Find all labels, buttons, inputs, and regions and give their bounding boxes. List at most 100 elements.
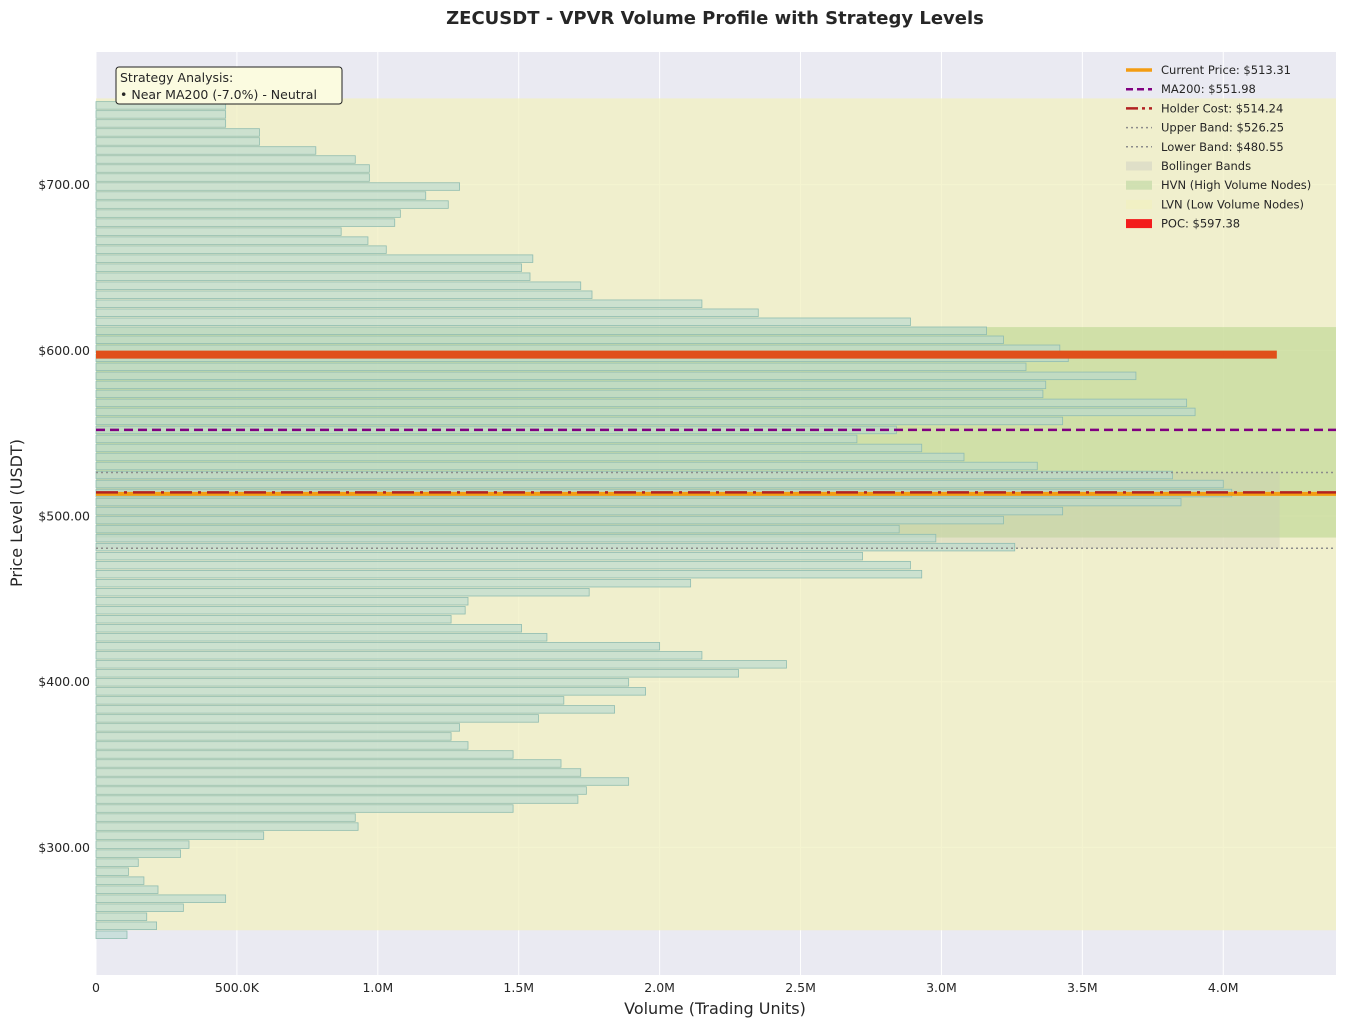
- x-tick-label: 4.0M: [1208, 980, 1239, 995]
- legend-label: POC: $597.38: [1161, 217, 1240, 231]
- volume-bar: [95, 813, 356, 822]
- volume-bar: [95, 867, 129, 876]
- legend-item-current-price: Current Price: $513.31: [1126, 63, 1291, 77]
- volume-bar: [95, 128, 260, 137]
- volume-bar: [95, 795, 579, 804]
- strategy-lines: [96, 350, 1336, 549]
- legend: Current Price: $513.31 MA200: $551.98 Hold…: [1126, 63, 1311, 231]
- legend-swatch: [1126, 219, 1152, 229]
- volume-bar: [95, 560, 911, 570]
- volume-bar: [95, 191, 427, 200]
- volume-bar: [95, 741, 469, 750]
- volume-bar: [95, 173, 370, 182]
- volume-bar: [95, 146, 317, 155]
- volume-bar: [95, 894, 227, 903]
- volume-bar: [95, 479, 1224, 489]
- x-axis-label: Volume (Trading Units): [624, 999, 806, 1018]
- x-tick-label: 500.0K: [215, 980, 260, 995]
- volume-bar: [95, 777, 630, 786]
- volume-bar: [95, 579, 692, 588]
- volume-bar: [95, 326, 987, 335]
- volume-bar: [95, 569, 923, 579]
- volume-bar: [95, 759, 562, 768]
- annotation-heading: Strategy Analysis:: [120, 70, 233, 85]
- volume-bar: [95, 434, 858, 444]
- legend-item-bollinger: Bollinger Bands: [1126, 159, 1251, 173]
- volume-bar: [95, 615, 452, 624]
- volume-bar: [95, 651, 703, 660]
- volume-bar: [95, 542, 1016, 552]
- x-tick-label: 1.5M: [503, 980, 534, 995]
- volume-bar: [95, 164, 370, 173]
- legend-swatch: [1126, 161, 1152, 171]
- volume-bar: [95, 624, 522, 633]
- volume-bar: [95, 921, 157, 930]
- volume-bar: [95, 236, 369, 245]
- annotation-line: • Near MA200 (-7.0%) - Neutral: [120, 87, 317, 102]
- volume-bar: [95, 227, 342, 236]
- y-tick-label: $700.00: [38, 177, 90, 192]
- volume-bar: [95, 515, 1004, 525]
- volume-bar: [95, 461, 1038, 471]
- volume-bar: [95, 272, 531, 281]
- legend-label: Current Price: $513.31: [1161, 63, 1291, 77]
- legend-item-holder-cost: Holder Cost: $514.24: [1126, 101, 1283, 115]
- volume-bar: [95, 606, 466, 615]
- volume-bar: [95, 182, 460, 191]
- volume-bar: [95, 597, 469, 606]
- legend-item-ma200: MA200: $551.98: [1126, 82, 1256, 96]
- volume-bar: [95, 119, 227, 128]
- x-axis-ticks: 0 500.0K 1.0M 1.5M 2.0M 2.5M 3.0M 3.5M 4.0M: [92, 980, 1239, 995]
- volume-bar: [95, 849, 181, 858]
- volume-bar: [95, 732, 452, 741]
- volume-bar: [95, 299, 703, 308]
- y-tick-label: $400.00: [38, 674, 90, 689]
- y-tick-label: $300.00: [38, 840, 90, 855]
- legend-item-poc: POC: $597.38: [1126, 217, 1240, 231]
- volume-bar: [95, 263, 522, 272]
- volume-bar: [95, 110, 227, 119]
- legend-swatch: [1126, 199, 1152, 209]
- volume-bar: [95, 903, 184, 912]
- legend-label: HVN (High Volume Nodes): [1161, 178, 1311, 192]
- volume-bar: [95, 398, 1188, 408]
- x-tick-label: 0: [92, 980, 100, 995]
- volume-bar: [95, 371, 1137, 381]
- volume-bar: [95, 137, 260, 146]
- volume-bar: [95, 470, 1173, 480]
- legend-label: LVN (Low Volume Nodes): [1161, 197, 1304, 211]
- legend-item-lvn: LVN (Low Volume Nodes): [1126, 197, 1304, 211]
- volume-bar: [95, 687, 646, 696]
- volume-bar: [95, 407, 1196, 417]
- legend-item-lower-band: Lower Band: $480.55: [1126, 140, 1284, 154]
- x-tick-label: 3.0M: [926, 980, 957, 995]
- volume-bar: [95, 885, 159, 894]
- x-tick-label: 2.5M: [785, 980, 816, 995]
- volume-bar: [95, 155, 356, 164]
- legend-swatch: [1126, 180, 1152, 190]
- volume-bar: [95, 804, 514, 813]
- volume-bar: [95, 380, 1047, 390]
- volume-bar: [95, 696, 565, 705]
- y-tick-label: $500.00: [38, 508, 90, 523]
- legend-label: MA200: $551.98: [1161, 82, 1256, 96]
- volume-bar: [95, 281, 582, 290]
- volume-bar: [95, 452, 965, 462]
- poc-bar: [96, 350, 1277, 359]
- volume-bar: [95, 858, 139, 867]
- volume-bar: [95, 588, 590, 597]
- volume-bar: [95, 876, 145, 885]
- volume-bar: [95, 533, 937, 543]
- volume-bar: [95, 209, 401, 218]
- x-tick-label: 1.0M: [362, 980, 393, 995]
- volume-bar: [95, 768, 582, 777]
- volume-bar: [95, 497, 1182, 507]
- legend-label: Upper Band: $526.25: [1161, 121, 1284, 135]
- volume-bar: [95, 750, 514, 759]
- volume-bar: [95, 362, 1027, 372]
- volume-bar: [95, 822, 359, 831]
- volume-bar: [95, 317, 911, 326]
- volume-bar: [95, 912, 148, 921]
- volume-bar: [95, 443, 923, 453]
